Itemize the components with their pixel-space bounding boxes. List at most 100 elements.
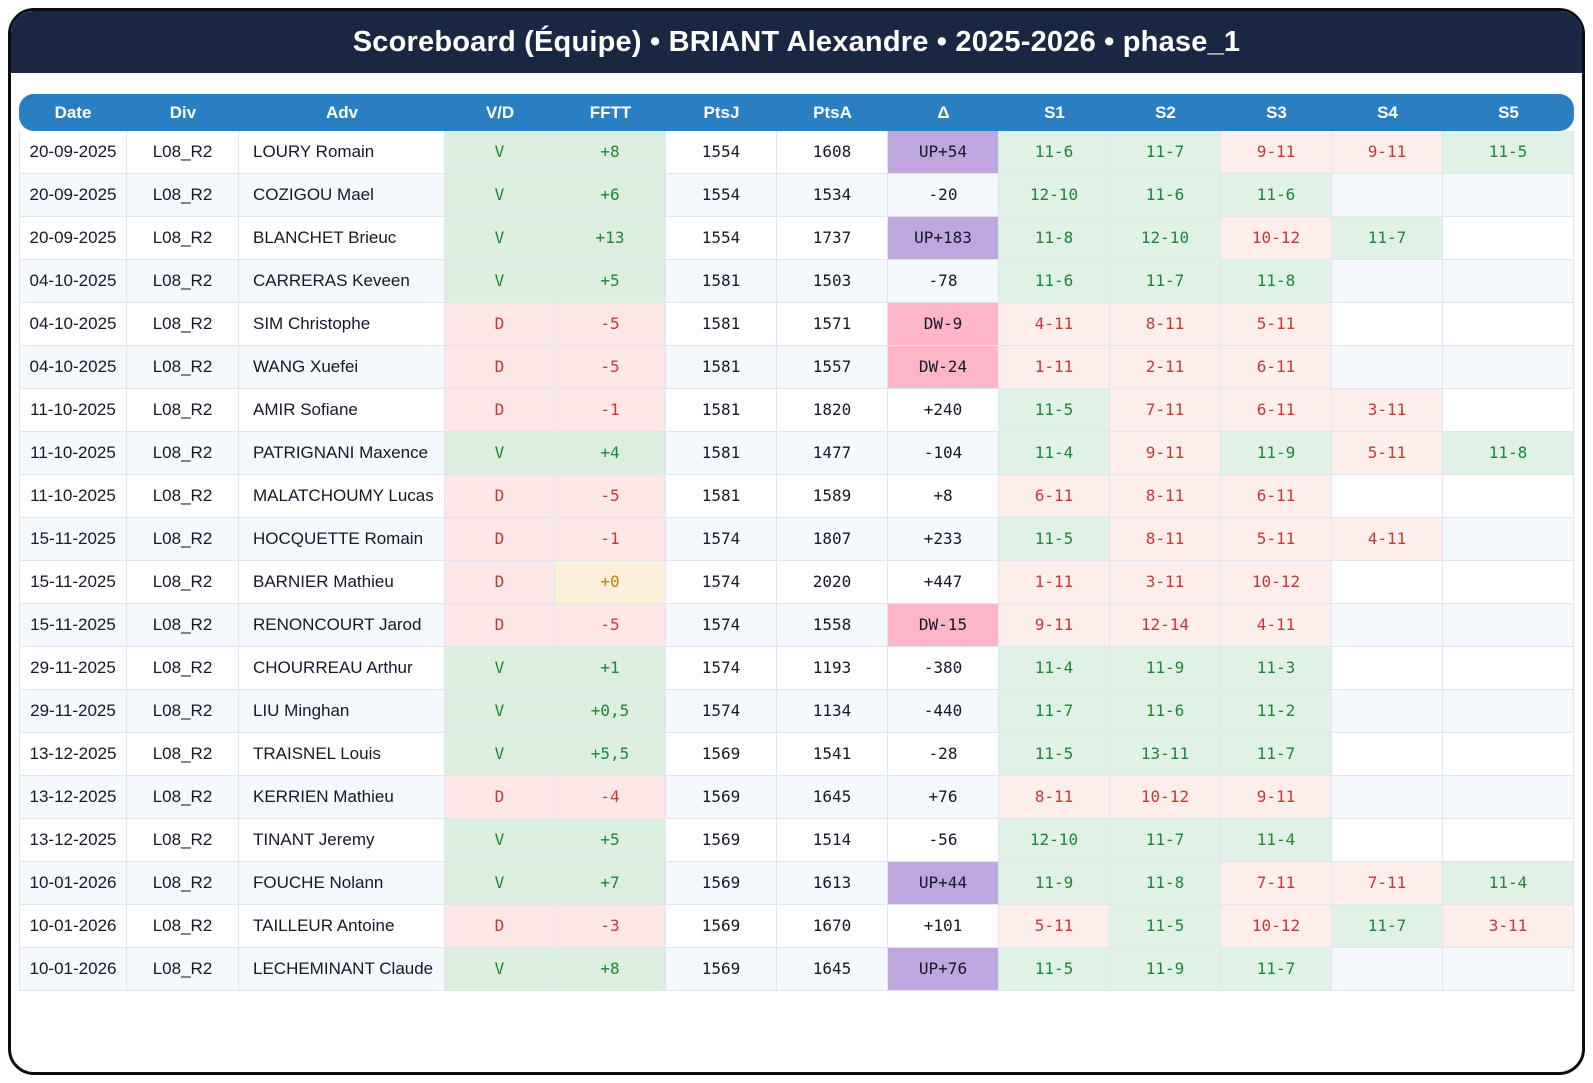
cell-vd: V: [445, 819, 555, 862]
cell-set-3: 10-12: [1221, 905, 1332, 948]
cell-set-2: 11-7: [1110, 260, 1221, 303]
cell-set-4: [1332, 346, 1443, 389]
cell-set-5: [1443, 346, 1574, 389]
cell-set-4: [1332, 303, 1443, 346]
cell-ptsa: 1557: [777, 346, 888, 389]
cell-div: L08_R2: [127, 131, 239, 174]
cell-set-1: 5-11: [999, 905, 1110, 948]
cell-div: L08_R2: [127, 518, 239, 561]
cell-set-1: 1-11: [999, 561, 1110, 604]
cell-date: 20-09-2025: [19, 131, 127, 174]
cell-set-4: [1332, 948, 1443, 991]
cell-ptsa: 2020: [777, 561, 888, 604]
cell-adv: CARRERAS Keveen: [239, 260, 445, 303]
cell-delta: -56: [888, 819, 999, 862]
cell-div: L08_R2: [127, 389, 239, 432]
cell-adv: CHOURREAU Arthur: [239, 647, 445, 690]
cell-adv: SIM Christophe: [239, 303, 445, 346]
table-row: 04-10-2025 L08_R2 WANG Xuefei D -5 1581 1557 DW…: [19, 346, 1574, 389]
cell-set-3: 5-11: [1221, 518, 1332, 561]
cell-set-5: [1443, 948, 1574, 991]
cell-delta: DW-24: [888, 346, 999, 389]
table-row: 11-10-2025 L08_R2 MALATCHOUMY Lucas D -5 1581…: [19, 475, 1574, 518]
cell-delta: UP+183: [888, 217, 999, 260]
cell-div: L08_R2: [127, 174, 239, 217]
cell-set-5: [1443, 690, 1574, 733]
cell-ptsj: 1574: [666, 561, 777, 604]
cell-adv: COZIGOU Mael: [239, 174, 445, 217]
cell-div: L08_R2: [127, 604, 239, 647]
cell-set-1: 11-4: [999, 647, 1110, 690]
column-header-ptsa: PtsA: [777, 94, 888, 131]
cell-set-3: 11-9: [1221, 432, 1332, 475]
cell-ptsa: 1514: [777, 819, 888, 862]
cell-set-1: 11-5: [999, 518, 1110, 561]
cell-fftt: +5: [555, 819, 666, 862]
cell-set-3: 7-11: [1221, 862, 1332, 905]
cell-delta: -28: [888, 733, 999, 776]
cell-date: 11-10-2025: [19, 432, 127, 475]
cell-set-2: 11-6: [1110, 690, 1221, 733]
cell-date: 15-11-2025: [19, 561, 127, 604]
cell-div: L08_R2: [127, 561, 239, 604]
cell-adv: BARNIER Mathieu: [239, 561, 445, 604]
column-header-adv: Adv: [239, 94, 445, 131]
cell-adv: PATRIGNANI Maxence: [239, 432, 445, 475]
cell-vd: V: [445, 733, 555, 776]
cell-date: 29-11-2025: [19, 647, 127, 690]
table-row: 15-11-2025 L08_R2 RENONCOURT Jarod D -5 1574 1…: [19, 604, 1574, 647]
cell-set-4: 11-7: [1332, 905, 1443, 948]
cell-fftt: -5: [555, 604, 666, 647]
table-row: 29-11-2025 L08_R2 CHOURREAU Arthur V +1 1574 1…: [19, 647, 1574, 690]
cell-set-5: [1443, 819, 1574, 862]
cell-adv: LECHEMINANT Claude: [239, 948, 445, 991]
table-row: 13-12-2025 L08_R2 TRAISNEL Louis V +5,5 1569 1…: [19, 733, 1574, 776]
cell-ptsa: 1820: [777, 389, 888, 432]
cell-set-2: 13-11: [1110, 733, 1221, 776]
cell-set-1: 8-11: [999, 776, 1110, 819]
cell-delta: DW-9: [888, 303, 999, 346]
cell-set-3: 11-7: [1221, 733, 1332, 776]
cell-set-2: 11-6: [1110, 174, 1221, 217]
cell-delta: +8: [888, 475, 999, 518]
table-row: 11-10-2025 L08_R2 AMIR Sofiane D -1 1581 1820 +…: [19, 389, 1574, 432]
cell-vd: V: [445, 432, 555, 475]
cell-set-4: 5-11: [1332, 432, 1443, 475]
cell-set-3: 6-11: [1221, 475, 1332, 518]
cell-ptsj: 1569: [666, 948, 777, 991]
cell-set-5: 11-5: [1443, 131, 1574, 174]
cell-vd: V: [445, 948, 555, 991]
cell-set-1: 4-11: [999, 303, 1110, 346]
cell-ptsa: 1134: [777, 690, 888, 733]
cell-date: 20-09-2025: [19, 217, 127, 260]
cell-set-2: 8-11: [1110, 518, 1221, 561]
cell-vd: D: [445, 604, 555, 647]
cell-set-1: 12-10: [999, 819, 1110, 862]
cell-set-3: 11-2: [1221, 690, 1332, 733]
score-table: Date Div Adv V/D FFTT PtsJ PtsA Δ S1 S2 …: [19, 94, 1574, 991]
cell-delta: -20: [888, 174, 999, 217]
cell-set-5: [1443, 260, 1574, 303]
cell-ptsj: 1554: [666, 131, 777, 174]
cell-set-4: [1332, 819, 1443, 862]
cell-vd: D: [445, 389, 555, 432]
cell-delta: +101: [888, 905, 999, 948]
table-row: 20-09-2025 L08_R2 BLANCHET Brieuc V +13 1554 1…: [19, 217, 1574, 260]
cell-fftt: +13: [555, 217, 666, 260]
cell-set-3: 11-8: [1221, 260, 1332, 303]
cell-set-1: 11-4: [999, 432, 1110, 475]
cell-set-4: [1332, 647, 1443, 690]
cell-ptsj: 1569: [666, 819, 777, 862]
cell-ptsj: 1574: [666, 604, 777, 647]
cell-adv: KERRIEN Mathieu: [239, 776, 445, 819]
cell-set-1: 11-6: [999, 260, 1110, 303]
cell-set-1: 12-10: [999, 174, 1110, 217]
cell-ptsa: 1541: [777, 733, 888, 776]
column-header-s4: S4: [1332, 94, 1443, 131]
cell-set-2: 12-10: [1110, 217, 1221, 260]
cell-set-5: 11-4: [1443, 862, 1574, 905]
cell-delta: +76: [888, 776, 999, 819]
cell-set-4: [1332, 733, 1443, 776]
cell-date: 13-12-2025: [19, 776, 127, 819]
table-row: 13-12-2025 L08_R2 TINANT Jeremy V +5 1569 1514…: [19, 819, 1574, 862]
